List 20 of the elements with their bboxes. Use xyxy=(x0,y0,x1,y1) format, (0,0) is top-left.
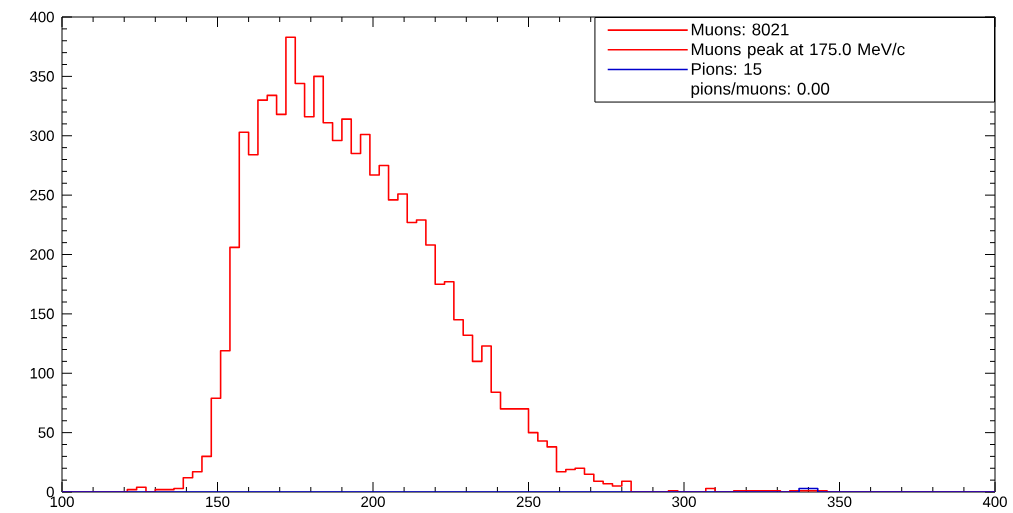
legend-label: Pions: 15 xyxy=(691,62,762,75)
annotation: Muons peak at 175.0 MeV/c xyxy=(691,42,905,59)
y-tick-label: 400 xyxy=(29,11,54,23)
y-tick-label: 50 xyxy=(38,427,54,438)
y-tick-label: 0 xyxy=(46,486,54,498)
x-tick-label: 200 xyxy=(361,496,385,508)
y-tick-label: 150 xyxy=(30,308,54,320)
x-tick-label: 400 xyxy=(982,496,1007,508)
y-tick-label: 100 xyxy=(30,367,54,379)
legend-label: Muons: 8021 xyxy=(691,23,789,36)
x-tick-label: 350 xyxy=(827,496,852,508)
y-tick-label: 350 xyxy=(30,71,54,82)
annotation: pions/muons: 0.00 xyxy=(691,82,830,99)
x-tick-label: 100 xyxy=(50,496,74,508)
y-tick-label: 200 xyxy=(30,249,54,260)
x-tick-label: 250 xyxy=(516,496,541,508)
y-tick-label: 300 xyxy=(30,130,54,142)
y-tick-label: 250 xyxy=(30,189,54,201)
x-tick-label: 150 xyxy=(206,496,230,508)
x-tick-label: 300 xyxy=(672,496,696,508)
